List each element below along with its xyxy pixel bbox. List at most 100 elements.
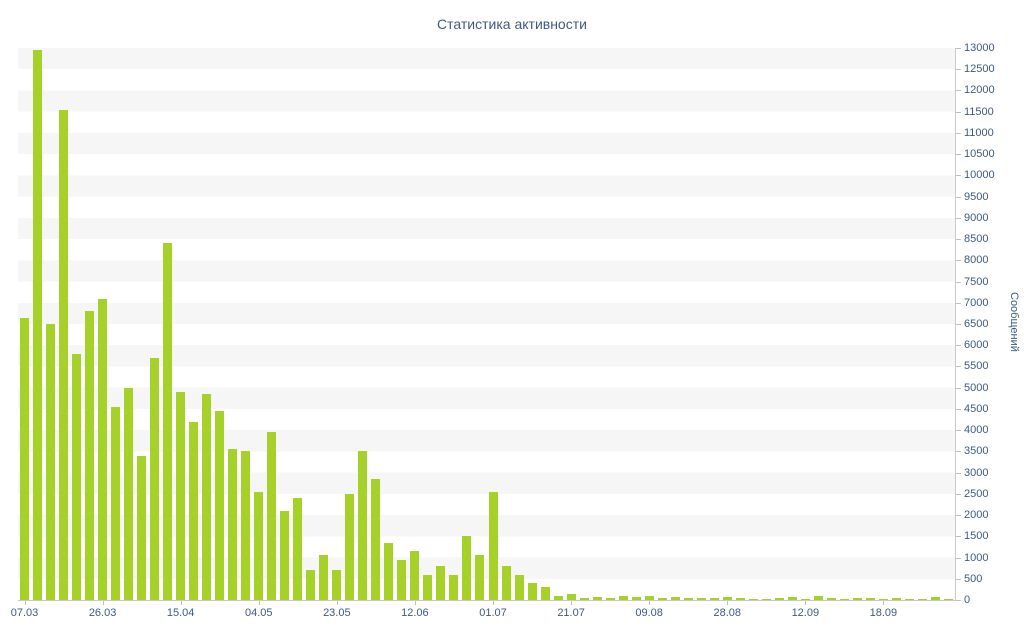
- bar[interactable]: [319, 555, 329, 600]
- bar[interactable]: [475, 555, 485, 600]
- x-axis-label: 26.03: [88, 607, 117, 619]
- bar[interactable]: [345, 493, 355, 600]
- bar[interactable]: [865, 597, 875, 600]
- x-axis-label: 12.09: [791, 607, 820, 619]
- x-axis-tick: [493, 601, 494, 605]
- bar[interactable]: [371, 478, 381, 600]
- bar[interactable]: [943, 598, 953, 600]
- bar[interactable]: [683, 597, 693, 600]
- bar[interactable]: [267, 432, 277, 600]
- y-axis-tick: [956, 69, 961, 71]
- bar[interactable]: [241, 451, 251, 600]
- bar[interactable]: [423, 574, 433, 600]
- bar[interactable]: [98, 298, 108, 600]
- y-axis-tick: [956, 132, 961, 134]
- bar[interactable]: [748, 598, 758, 600]
- bar[interactable]: [917, 598, 927, 600]
- bar[interactable]: [514, 574, 524, 600]
- y-axis-tick: [956, 493, 961, 495]
- bar[interactable]: [631, 597, 641, 600]
- y-axis-label: 13000: [964, 42, 995, 54]
- bar[interactable]: [176, 391, 186, 600]
- bar[interactable]: [735, 598, 745, 600]
- bar[interactable]: [72, 353, 82, 600]
- chart-title: Статистика активности: [437, 16, 587, 32]
- bar[interactable]: [566, 593, 576, 600]
- bar[interactable]: [540, 587, 550, 600]
- y-axis-label: 1000: [964, 551, 989, 564]
- bar[interactable]: [930, 597, 940, 600]
- bar[interactable]: [904, 598, 914, 600]
- bar[interactable]: [202, 394, 212, 600]
- bar[interactable]: [709, 597, 719, 600]
- bar[interactable]: [410, 551, 420, 600]
- x-axis-tick: [571, 601, 573, 605]
- y-axis-tick: [956, 260, 961, 262]
- bar[interactable]: [774, 598, 784, 600]
- bar[interactable]: [891, 598, 901, 600]
- bar[interactable]: [33, 50, 43, 600]
- bar[interactable]: [553, 595, 563, 600]
- y-axis-tick: [956, 196, 961, 198]
- bar[interactable]: [488, 491, 498, 600]
- x-axis-tick: [180, 601, 182, 605]
- bar[interactable]: [59, 109, 69, 600]
- x-axis-label: 18.09: [869, 607, 898, 619]
- bar[interactable]: [826, 597, 836, 600]
- bar[interactable]: [228, 449, 238, 600]
- bar[interactable]: [358, 451, 368, 600]
- bar[interactable]: [839, 598, 849, 600]
- y-axis-tick: [956, 281, 961, 283]
- y-axis-label: 2500: [964, 487, 989, 500]
- bar[interactable]: [670, 597, 680, 600]
- bar[interactable]: [813, 595, 823, 600]
- bar[interactable]: [293, 498, 303, 600]
- bar[interactable]: [878, 598, 888, 600]
- bar[interactable]: [644, 595, 654, 600]
- bar[interactable]: [46, 324, 56, 600]
- bar[interactable]: [696, 598, 706, 600]
- x-axis-tick: [414, 601, 416, 605]
- y-axis-tick: [956, 578, 961, 580]
- bar[interactable]: [579, 597, 589, 600]
- y-axis-label: 9500: [964, 190, 989, 203]
- bar[interactable]: [332, 570, 342, 600]
- bar[interactable]: [163, 243, 173, 600]
- bar[interactable]: [397, 559, 407, 600]
- bar[interactable]: [384, 542, 394, 600]
- bar[interactable]: [852, 598, 862, 600]
- bar[interactable]: [787, 597, 797, 600]
- y-axis-tick: [956, 430, 961, 432]
- bar[interactable]: [605, 597, 615, 600]
- y-axis-tick: [956, 302, 961, 304]
- bar[interactable]: [618, 595, 628, 600]
- bar[interactable]: [436, 566, 446, 600]
- bar[interactable]: [761, 598, 771, 600]
- bar[interactable]: [462, 536, 472, 600]
- bar[interactable]: [306, 570, 316, 600]
- y-axis-tick: [956, 217, 961, 219]
- bar[interactable]: [20, 317, 29, 600]
- y-axis-line: [955, 48, 956, 601]
- bar[interactable]: [111, 406, 121, 600]
- bar[interactable]: [150, 357, 160, 600]
- bar[interactable]: [449, 574, 459, 600]
- bar[interactable]: [657, 597, 667, 600]
- bar[interactable]: [722, 597, 732, 600]
- bar[interactable]: [254, 491, 264, 600]
- y-axis-label: 11500: [964, 105, 994, 118]
- bar[interactable]: [85, 311, 95, 600]
- y-axis-tick: [956, 408, 961, 410]
- y-axis-label: 7500: [964, 275, 989, 288]
- bar[interactable]: [124, 387, 134, 600]
- bar[interactable]: [527, 583, 537, 600]
- bar[interactable]: [189, 421, 199, 600]
- bar[interactable]: [215, 411, 225, 600]
- y-axis-tick: [956, 472, 961, 474]
- bar[interactable]: [592, 597, 602, 600]
- bar[interactable]: [137, 455, 147, 600]
- bar[interactable]: [501, 566, 511, 600]
- x-axis-tick: [24, 601, 26, 605]
- bar[interactable]: [800, 598, 810, 600]
- bar[interactable]: [280, 510, 290, 600]
